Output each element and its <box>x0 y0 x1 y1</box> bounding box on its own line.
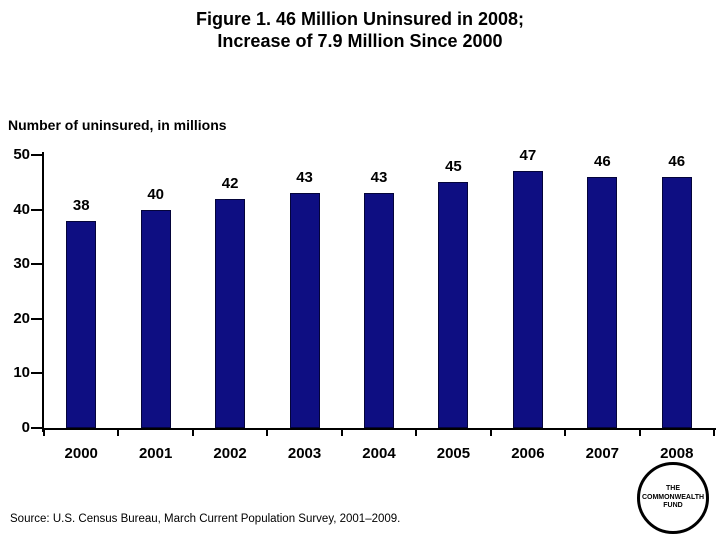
bar-value-label-2001: 40 <box>147 185 164 203</box>
y-axis-line <box>42 152 44 432</box>
logo-text-line-3: FUND <box>663 502 683 510</box>
y-axis-label: 20 <box>13 309 30 327</box>
y-axis-tick <box>31 317 42 320</box>
source-note: Source: U.S. Census Bureau, March Curren… <box>10 513 401 525</box>
x-axis-tick <box>415 430 418 436</box>
x-axis-tick <box>564 430 567 436</box>
x-axis-tick <box>713 430 715 436</box>
x-axis-tick <box>489 430 492 436</box>
y-axis-label: 50 <box>13 146 30 163</box>
chart-title: Figure 1. 46 Million Uninsured in 2008; … <box>0 8 720 52</box>
x-axis-tick <box>117 430 120 436</box>
bar-value-label-2000: 38 <box>72 196 90 214</box>
bar-value-label-2004: 43 <box>370 169 388 187</box>
logo-text-line-1: THE <box>666 485 680 493</box>
x-axis-category-label-2000: 2000 <box>64 445 98 462</box>
y-axis-tick <box>31 263 42 266</box>
y-axis-label: 10 <box>13 364 30 382</box>
bar-value-label-2008: 46 <box>668 152 686 170</box>
x-axis-category-label-2003: 2003 <box>287 445 322 462</box>
x-axis-tick <box>266 430 269 436</box>
x-axis-tick <box>43 430 45 436</box>
chart-title-line-1: Figure 1. 46 Million Uninsured in 2008; <box>195 9 525 29</box>
bar-2003 <box>289 193 320 428</box>
logo-text-line-2: COMMONWEALTH <box>641 493 705 501</box>
bar-2008 <box>661 176 692 428</box>
bar-2007 <box>587 176 618 428</box>
chart-title-line-2: Increase of 7.9 Million Since 2000 <box>217 31 503 51</box>
y-axis-label: 40 <box>13 200 30 218</box>
bar-value-label-2007: 46 <box>593 152 611 170</box>
bar-2006 <box>512 171 543 428</box>
x-axis-category-label-2008: 2008 <box>660 445 694 462</box>
y-axis-label: 30 <box>13 255 30 273</box>
bar-2002 <box>215 198 246 428</box>
x-axis-line <box>42 428 716 430</box>
bar-value-label-2005: 45 <box>445 158 462 176</box>
y-axis-title: Number of uninsured, in millions <box>8 117 227 133</box>
bar-2004 <box>364 193 394 428</box>
x-axis-category-label-2007: 2007 <box>585 445 620 462</box>
bar-2005 <box>438 182 469 428</box>
x-axis-category-label-2005: 2005 <box>436 445 471 462</box>
bar-value-label-2003: 43 <box>296 169 313 187</box>
bar-2001 <box>140 209 171 428</box>
x-axis-category-label-2004: 2004 <box>362 445 396 462</box>
y-axis-tick <box>31 154 42 156</box>
bar-2000 <box>66 220 97 428</box>
y-axis-tick <box>31 427 42 429</box>
x-axis-tick <box>638 430 641 436</box>
y-axis-tick <box>31 372 42 375</box>
commonwealth-fund-logo: THE COMMONWEALTH FUND <box>637 462 709 534</box>
y-axis-tick <box>31 208 42 211</box>
x-axis-tick <box>340 430 343 436</box>
x-axis-tick <box>191 430 194 436</box>
x-axis-category-label-2001: 2001 <box>138 445 173 462</box>
x-axis-category-label-2002: 2002 <box>213 445 247 462</box>
bar-value-label-2006: 47 <box>519 147 537 165</box>
x-axis-category-label-2006: 2006 <box>511 445 545 462</box>
y-axis-label: 0 <box>21 419 30 436</box>
bar-value-label-2002: 42 <box>221 174 239 192</box>
